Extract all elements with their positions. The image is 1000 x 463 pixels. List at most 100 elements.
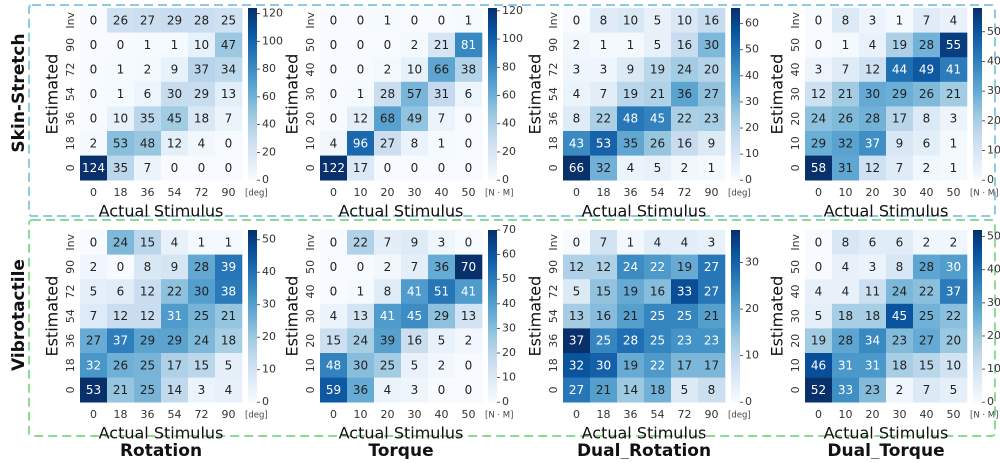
colorbar-tick-label: 40 bbox=[502, 297, 516, 310]
cell-value-label: 45 bbox=[650, 112, 665, 126]
row-label-0: Skin-Stretch bbox=[9, 33, 29, 152]
cell-value-label: 14 bbox=[167, 383, 182, 397]
x-tick-label: 54 bbox=[651, 408, 665, 421]
cell-value-label: 0 bbox=[330, 235, 338, 249]
cell-value-label: 15 bbox=[194, 358, 209, 372]
cell-value-label: 3 bbox=[600, 63, 608, 77]
cell-value-label: 24 bbox=[353, 334, 368, 348]
cell-value-label: 2 bbox=[923, 161, 931, 175]
column-label-2: Dual_Rotation bbox=[577, 441, 711, 459]
cell-value-label: 21 bbox=[946, 87, 961, 101]
x-tick-label: 0 bbox=[573, 186, 580, 199]
cell-value-label: 4 bbox=[950, 13, 958, 27]
cell-value-label: 0 bbox=[90, 13, 98, 27]
y-tick-label: Inv bbox=[789, 11, 802, 28]
cell-value-label: 39 bbox=[221, 260, 236, 274]
colorbar-tick-label: 30 bbox=[987, 84, 1000, 97]
cell-value-label: 4 bbox=[842, 285, 850, 299]
cell-value-label: 3 bbox=[869, 260, 877, 274]
x-axis-label: Actual Stimulus bbox=[582, 202, 707, 221]
cell-value-label: 30 bbox=[704, 38, 719, 52]
cell-value-label: 45 bbox=[892, 309, 907, 323]
column-label-1: Torque bbox=[368, 441, 433, 459]
y-tick-label: 50 bbox=[304, 38, 317, 52]
cell-value-label: 33 bbox=[677, 285, 692, 299]
colorbar-tick-label: 20 bbox=[502, 145, 516, 158]
colorbar-tick-label: 0 bbox=[987, 395, 994, 408]
cell-value-label: 4 bbox=[330, 136, 338, 150]
cell-value-label: 21 bbox=[221, 309, 236, 323]
cell-value-label: 55 bbox=[946, 38, 961, 52]
cell-value-label: 45 bbox=[167, 112, 182, 126]
cell-value-label: 10 bbox=[623, 13, 638, 27]
colorbar bbox=[488, 230, 497, 402]
cell-value-label: 3 bbox=[411, 383, 419, 397]
cell-value-label: 1 bbox=[600, 38, 608, 52]
y-tick-label: 50 bbox=[789, 260, 802, 274]
cell-value-label: 36 bbox=[353, 383, 368, 397]
cell-value-label: 6 bbox=[144, 87, 152, 101]
cell-value-label: 25 bbox=[650, 334, 665, 348]
cell-value-label: 2 bbox=[681, 161, 689, 175]
cell-value-label: 29 bbox=[811, 136, 826, 150]
x-unit-label: [N · M] bbox=[485, 411, 513, 421]
cell-value-label: 1 bbox=[627, 235, 635, 249]
colorbar-tick-label: 30 bbox=[987, 296, 1000, 309]
cell-value-label: 31 bbox=[865, 358, 880, 372]
y-axis-label: Estimated bbox=[768, 54, 787, 135]
cell-value-label: 31 bbox=[167, 309, 182, 323]
cell-value-label: 29 bbox=[434, 309, 449, 323]
cell-value-label: 22 bbox=[919, 285, 934, 299]
cell-value-label: 8 bbox=[573, 112, 581, 126]
cell-value-label: 52 bbox=[811, 383, 826, 397]
cell-value-label: 59 bbox=[326, 383, 341, 397]
cell-value-label: 37 bbox=[113, 334, 128, 348]
cell-value-label: 0 bbox=[357, 260, 365, 274]
cell-value-label: 0 bbox=[330, 112, 338, 126]
cell-value-label: 8 bbox=[842, 235, 850, 249]
y-tick-label: 18 bbox=[547, 136, 560, 150]
colorbar-tick-label: 50 bbox=[987, 25, 1000, 38]
cell-value-label: 21 bbox=[113, 383, 128, 397]
y-tick-label: Inv bbox=[64, 11, 77, 28]
cell-value-label: 28 bbox=[380, 87, 395, 101]
cell-value-label: 48 bbox=[623, 112, 638, 126]
cell-value-label: 8 bbox=[411, 136, 419, 150]
x-unit-label: [deg] bbox=[245, 411, 268, 421]
cell-value-label: 25 bbox=[140, 358, 155, 372]
cell-value-label: 12 bbox=[113, 309, 128, 323]
cell-value-label: 22 bbox=[946, 309, 961, 323]
cell-value-label: 31 bbox=[838, 161, 853, 175]
cell-value-label: 8 bbox=[896, 260, 904, 274]
cell-value-label: 0 bbox=[90, 235, 98, 249]
cell-value-label: 25 bbox=[596, 334, 611, 348]
x-tick-label: 54 bbox=[168, 408, 182, 421]
cell-value-label: 2 bbox=[411, 38, 419, 52]
cell-value-label: 5 bbox=[654, 161, 662, 175]
cell-value-label: 9 bbox=[708, 136, 716, 150]
cell-value-label: 34 bbox=[221, 63, 236, 77]
cell-value-label: 17 bbox=[892, 112, 907, 126]
cell-value-label: 12 bbox=[596, 260, 611, 274]
y-tick-label: Inv bbox=[547, 233, 560, 250]
cell-value-label: 18 bbox=[892, 358, 907, 372]
x-tick-label: 36 bbox=[624, 408, 638, 421]
cell-value-label: 0 bbox=[357, 38, 365, 52]
cell-value-label: 3 bbox=[708, 235, 716, 249]
cell-value-label: 16 bbox=[677, 136, 692, 150]
cell-value-label: 0 bbox=[465, 235, 473, 249]
cell-value-label: 28 bbox=[838, 334, 853, 348]
cell-value-label: 38 bbox=[461, 63, 476, 77]
cell-value-label: 8 bbox=[708, 383, 716, 397]
x-axis-label: Actual Stimulus bbox=[99, 202, 224, 221]
x-tick-label: 40 bbox=[435, 408, 449, 421]
cell-value-label: 2 bbox=[144, 63, 152, 77]
cell-value-label: 31 bbox=[838, 358, 853, 372]
y-tick-label: 20 bbox=[789, 112, 802, 126]
cell-value-label: 24 bbox=[113, 235, 128, 249]
x-tick-label: 18 bbox=[597, 186, 611, 199]
cell-value-label: 3 bbox=[198, 383, 206, 397]
cell-value-label: 44 bbox=[892, 63, 907, 77]
